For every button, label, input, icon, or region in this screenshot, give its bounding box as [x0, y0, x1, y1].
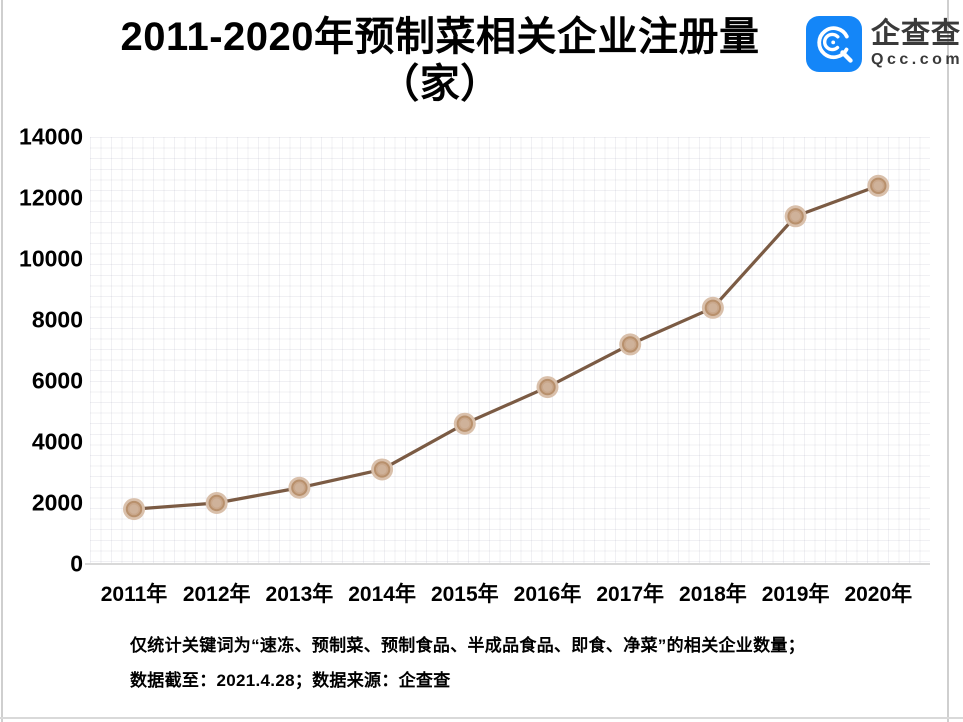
window-border-left: [1, 0, 3, 722]
footnote: 仅统计关键词为“速冻、预制菜、预制食品、半成品食品、即食、净菜”的相关企业数量；…: [130, 628, 805, 698]
data-point-marker: [784, 205, 807, 228]
x-axis-tick-label: 2018年: [679, 583, 747, 606]
y-axis-tick-label: 14000: [19, 123, 83, 150]
x-axis-tick-label: 2016年: [513, 583, 582, 606]
x-axis-tick-label: 2019年: [761, 583, 830, 606]
data-point-marker: [371, 458, 394, 481]
qcc-magnifier-icon: [806, 16, 862, 72]
footnote-line1: 仅统计关键词为“速冻、预制菜、预制食品、半成品食品、即食、净菜”的相关企业数量；: [130, 636, 805, 655]
data-point-marker: [619, 333, 642, 356]
data-point-marker: [123, 498, 145, 521]
x-axis-tick-label: 2020年: [844, 583, 913, 606]
footnote-line2: 数据截至：2021.4.28；数据来源：企查查: [130, 671, 451, 690]
y-axis-tick-label: 4000: [31, 428, 83, 455]
y-axis-tick-label: 12000: [19, 184, 83, 211]
x-axis-tick-label: 2014年: [348, 583, 416, 606]
qcc-logo-name: 企查查: [871, 18, 962, 50]
data-point-marker: [288, 476, 311, 499]
data-point-marker: [536, 376, 559, 399]
window-border-bottom: [0, 717, 963, 719]
chart-title-line2: （家）: [379, 62, 501, 106]
chart-title-line1: 2011-2020年预制菜相关企业注册量: [120, 15, 760, 59]
y-axis-tick-label: 8000: [31, 306, 83, 333]
x-axis-tick-label: 2011年: [100, 583, 168, 606]
y-axis-tick-label: 0: [70, 550, 83, 577]
x-axis-tick-label: 2012年: [182, 583, 251, 606]
window-border-right: [947, 0, 949, 722]
data-point-marker: [453, 412, 476, 435]
x-axis-baseline: [85, 563, 930, 565]
qcc-logo-text: 企查查 Qcc.com: [871, 18, 963, 70]
chart-title: 2011-2020年预制菜相关企业注册量 （家）: [0, 14, 880, 108]
y-axis-tick-label: 2000: [31, 489, 83, 516]
series-line: [133, 184, 879, 511]
y-axis-tick-label: 10000: [19, 245, 83, 272]
data-point-marker: [867, 174, 890, 197]
y-axis-tick-label: 6000: [31, 367, 83, 394]
qcc-logo: 企查查 Qcc.com: [806, 16, 963, 72]
data-point-marker: [701, 296, 724, 319]
qcc-logo-domain: Qcc.com: [871, 51, 963, 68]
x-axis-tick-label: 2013年: [265, 583, 334, 606]
data-point-marker: [205, 492, 228, 514]
x-axis-tick-label: 2015年: [430, 583, 499, 606]
x-axis-tick-label: 2017年: [596, 583, 665, 606]
